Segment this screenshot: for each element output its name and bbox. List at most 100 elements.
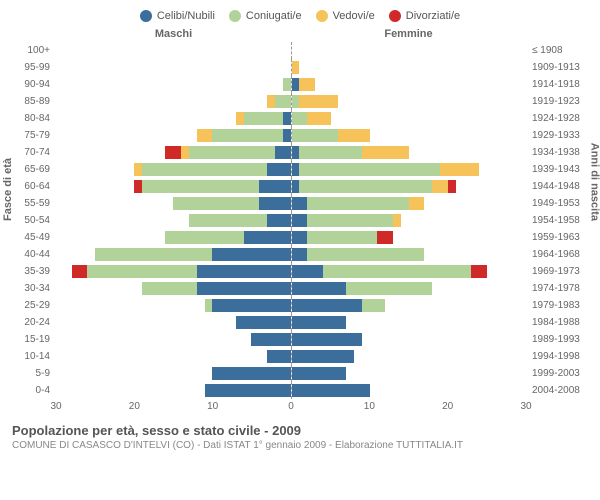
header-male: Maschi [56,28,291,40]
seg-d [448,180,456,193]
seg-w [134,163,142,176]
legend-label: Vedovi/e [333,10,375,22]
bar-male [56,297,291,314]
seg-m [189,146,275,159]
seg-s [259,197,290,210]
birth-year-label: 1994-1998 [526,351,588,362]
age-label: 55-59 [12,198,56,209]
seg-d [471,265,487,278]
seg-w [181,146,189,159]
seg-m [165,231,243,244]
pyramid-row: 25-291979-1983 [12,297,588,314]
bar-male [56,144,291,161]
seg-s [292,282,347,295]
age-label: 10-14 [12,351,56,362]
pyramid-row: 15-191989-1993 [12,331,588,348]
bar-female [292,161,527,178]
birth-year-label: 2004-2008 [526,385,588,396]
bar-male [56,229,291,246]
age-label: 15-19 [12,334,56,345]
pyramid-row: 100+ ≤ 1908 [12,42,588,59]
pyramid-row: 40-441964-1968 [12,246,588,263]
legend-swatch [140,10,152,22]
birth-year-label: 1949-1953 [526,198,588,209]
bar-male [56,42,291,59]
seg-m [142,163,267,176]
birth-year-label: 1909-1913 [526,62,588,73]
bar-male [56,331,291,348]
age-label: 30-34 [12,283,56,294]
seg-d [134,180,142,193]
seg-m [299,163,440,176]
seg-m [362,299,385,312]
x-tick: 0 [288,401,294,412]
seg-w [338,129,369,142]
seg-s [292,333,362,346]
seg-s [197,265,291,278]
x-tick: 20 [129,401,140,412]
seg-w [236,112,244,125]
birth-year-label: 1984-1988 [526,317,588,328]
pyramid-row: 85-891919-1923 [12,93,588,110]
seg-w [440,163,479,176]
seg-m [292,112,308,125]
seg-s [212,299,290,312]
bar-female [292,348,527,365]
seg-m [173,197,259,210]
seg-s [244,231,291,244]
seg-w [393,214,401,227]
pyramid-row: 95-991909-1913 [12,59,588,76]
seg-s [292,231,308,244]
legend-swatch [229,10,241,22]
birth-year-label: 1929-1933 [526,130,588,141]
age-label: 75-79 [12,130,56,141]
seg-s [292,367,347,380]
pyramid-row: 70-741934-1938 [12,144,588,161]
seg-w [432,180,448,193]
legend-label: Coniugati/e [246,10,302,22]
bar-female [292,178,527,195]
x-tick: 10 [364,401,375,412]
x-tick: 30 [50,401,61,412]
bar-male [56,127,291,144]
pyramid-row: 5-91999-2003 [12,365,588,382]
age-label: 85-89 [12,96,56,107]
birth-year-label: 1944-1948 [526,181,588,192]
chart-title: Popolazione per età, sesso e stato civil… [12,423,588,438]
birth-year-label: 1959-1963 [526,232,588,243]
pyramid-row: 75-79 1929-1933 [12,127,588,144]
legend-item: Celibi/Nubili [140,10,215,22]
seg-s [292,316,347,329]
x-axis: 3020100102030 [12,401,588,415]
pyramid-row: 55-59 1949-1953 [12,195,588,212]
seg-w [307,112,330,125]
bar-female [292,144,527,161]
seg-w [409,197,425,210]
bar-female [292,365,527,382]
bar-female [292,93,527,110]
bar-male [56,59,291,76]
legend-label: Divorziati/e [406,10,460,22]
bar-female [292,110,527,127]
age-label: 100+ [12,45,56,56]
seg-m [299,180,432,193]
seg-s [275,146,291,159]
bar-male [56,93,291,110]
seg-w [299,95,338,108]
seg-d [72,265,88,278]
legend-swatch [316,10,328,22]
age-label: 70-74 [12,147,56,158]
birth-year-label: 1979-1983 [526,300,588,311]
birth-year-label: ≤ 1908 [526,45,588,56]
bar-female [292,263,527,280]
bar-female [292,382,527,399]
bar-male [56,212,291,229]
seg-s [212,248,290,261]
bar-male [56,76,291,93]
seg-m [292,95,300,108]
seg-d [377,231,393,244]
seg-s [292,248,308,261]
seg-s [267,350,290,363]
seg-s [212,367,290,380]
seg-s [292,265,323,278]
